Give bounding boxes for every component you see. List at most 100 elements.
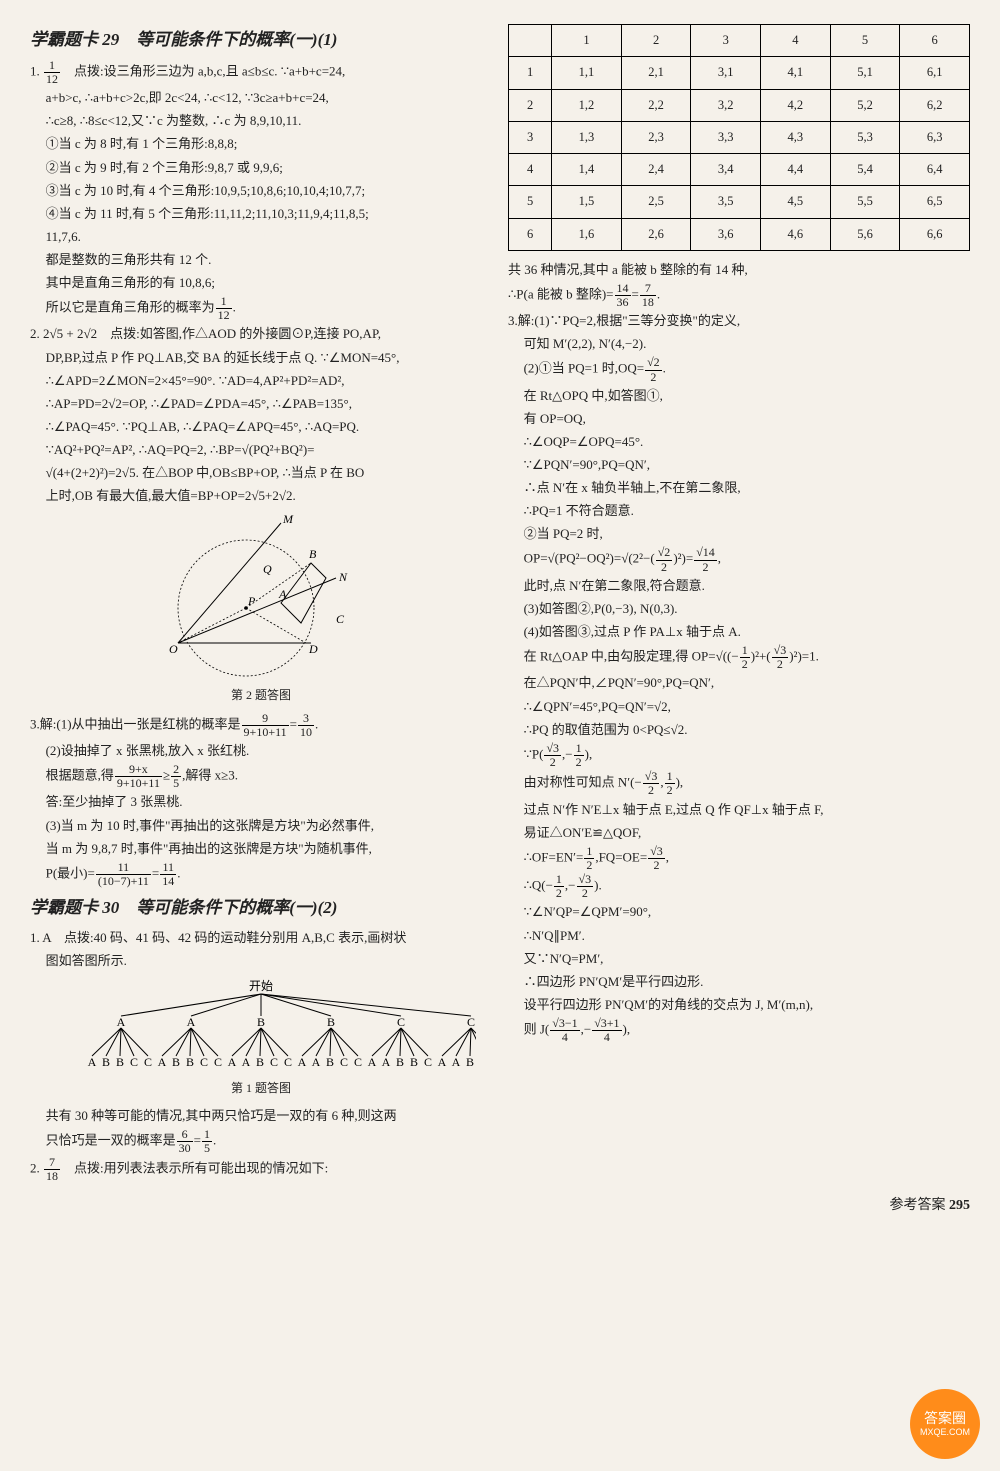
- rq3-p24: ∴Q(−12,−√32).: [508, 873, 970, 900]
- table-cell: 6,1: [900, 57, 970, 89]
- q2-caption: 第 2 题答图: [30, 685, 492, 705]
- q3-p7b: .: [177, 865, 180, 880]
- s30-q2-hint: 点拨:: [61, 1161, 104, 1176]
- table-cell: 5,4: [830, 154, 900, 186]
- watermark-logo: 答案圈 MXQE.COM: [910, 1389, 980, 1459]
- s30-eq: =: [194, 1132, 201, 1147]
- table-cell: 1,1: [552, 57, 622, 89]
- q2-l3: ∴∠APD=2∠MON=2×45°=90°. ∵AD=4,AP²+PD²=AD²…: [30, 370, 492, 392]
- q3-f7r: 1114: [160, 861, 176, 888]
- rq3-p13: (3)如答图②,P(0,−3), N(0,3).: [508, 598, 970, 620]
- rq3-p15c: )²)=1.: [789, 649, 819, 664]
- table-cell: 4,3: [761, 121, 831, 153]
- rq3-p3: (2)①当 PQ=1 时,OQ=√22.: [508, 356, 970, 383]
- svg-text:C: C: [340, 1055, 348, 1069]
- tree-caption: 第 1 题答图: [30, 1078, 492, 1098]
- svg-text:B: B: [116, 1055, 124, 1069]
- table-header-cell: 1: [552, 25, 622, 57]
- probability-table: 12345611,12,13,14,15,16,121,22,23,24,25,…: [508, 24, 970, 251]
- q1-l5: ②当 c 为 9 时,有 2 个三角形:9,8,7 或 9,9,6;: [30, 157, 492, 179]
- s30-q1-l3: 共有 30 种等可能的情况,其中两只恰巧是一双的有 6 种,则这两: [30, 1105, 492, 1127]
- table-cell: 5,5: [830, 186, 900, 218]
- table-cell: 6,4: [900, 154, 970, 186]
- table-cell: 3,2: [691, 89, 761, 121]
- svg-text:A: A: [312, 1055, 321, 1069]
- q1-hint-label: 点拨:: [61, 64, 104, 79]
- after-table-l1: 共 36 种情况,其中 a 能被 b 整除的有 14 种,: [508, 259, 970, 281]
- table-cell: 2,5: [621, 186, 691, 218]
- q1-l6: ③当 c 为 10 时,有 4 个三角形:10,9,5;10,8,6;10,10…: [30, 180, 492, 202]
- svg-text:C: C: [354, 1055, 362, 1069]
- rq3-p28: ∴四边形 PN′QM′是平行四边形.: [508, 971, 970, 993]
- svg-text:C: C: [397, 1015, 405, 1029]
- rq3-p5: 有 OP=OQ,: [508, 408, 970, 430]
- s30-q1-l4: 只恰巧是一双的概率是630=15.: [30, 1128, 492, 1155]
- table-cell: 2,1: [621, 57, 691, 89]
- after-table-l2: ∴P(a 能被 b 整除)=1436=718.: [508, 282, 970, 309]
- rq3-p23: ∴OF=EN′=12,FQ=OE=√32,: [508, 845, 970, 872]
- rq3-p11b: )²)=: [673, 551, 693, 566]
- rq3-f20a: √32: [643, 770, 660, 797]
- rq3-p3b: .: [663, 361, 666, 376]
- rq3-p4: 在 Rt△OPQ 中,如答图①,: [508, 385, 970, 407]
- q1-l10-frac: 112: [216, 295, 232, 322]
- tree-diagram: 开始 AABBCC ABBCCABBCCAABCCAABCCAABBCAABBC…: [30, 978, 492, 1098]
- q3-f1: 99+10+11: [242, 712, 289, 739]
- q3-p1a: (1)从中抽出一张是红桃的概率是: [56, 716, 240, 731]
- at-l2b: .: [657, 287, 660, 302]
- at-f1: 1436: [615, 282, 631, 309]
- section-29-title: 学霸题卡 29 等可能条件下的概率(一)(1): [30, 26, 492, 55]
- q2-l7: √(4+(2+2)²)=2√5. 在△BOP 中,OB≤BP+OP, ∴当点 P…: [30, 462, 492, 484]
- svg-text:B: B: [257, 1015, 265, 1029]
- table-cell: 4: [509, 154, 552, 186]
- q2-l6: ∵AQ²+PQ²=AP², ∴AQ=PQ=2, ∴BP=√(PQ²+BQ²)=: [30, 439, 492, 461]
- rq3-p19c: ),: [585, 746, 593, 761]
- table-cell: 1,2: [552, 89, 622, 121]
- svg-text:A: A: [88, 1055, 97, 1069]
- table-header-cell: 4: [761, 25, 831, 57]
- rq3-p29: 设平行四边形 PN′QM′的对角线的交点为 J, M′(m,n),: [508, 994, 970, 1016]
- rq3-p21: 过点 N′作 N′E⊥x 轴于点 E,过点 Q 作 QF⊥x 轴于点 F,: [508, 799, 970, 821]
- s30-q1-head: 1. A: [30, 930, 64, 945]
- q1-l4: ①当 c 为 8 时,有 1 个三角形:8,8,8;: [30, 133, 492, 155]
- svg-text:B: B: [410, 1055, 418, 1069]
- q3-p7a: P(最小)=: [46, 865, 95, 880]
- rq3-p1: (1)∵PQ=2,根据"三等分变换"的定义,: [534, 313, 740, 328]
- table-cell: 2,4: [621, 154, 691, 186]
- table-cell: 1,4: [552, 154, 622, 186]
- s30-q1-hint: 点拨:: [64, 930, 94, 945]
- rq3-f19a: √32: [544, 742, 561, 769]
- svg-text:A: A: [382, 1055, 391, 1069]
- table-header-cell: 2: [621, 25, 691, 57]
- s30-f1: 630: [177, 1128, 193, 1155]
- s30-q2-head: 2.: [30, 1161, 43, 1176]
- table-cell: 5: [509, 186, 552, 218]
- svg-text:Q: Q: [263, 562, 272, 576]
- q1-l3: ∴c≥8, ∴8≤c<12,又∵c 为整数, ∴c 为 8,9,10,11.: [30, 110, 492, 132]
- rq3-p25: ∵∠N′QP=∠QPM′=90°,: [508, 901, 970, 923]
- svg-text:C: C: [130, 1055, 138, 1069]
- logo-bottom: MXQE.COM: [920, 1427, 970, 1438]
- q1-l1: 设三角形三边为 a,b,c,且 a≤b≤c. ∵a+b+c=24,: [104, 64, 346, 79]
- rq3-p24c: ).: [594, 878, 602, 893]
- rq3-p2: 可知 M′(2,2), N′(4,−2).: [508, 333, 970, 355]
- svg-text:A: A: [158, 1055, 167, 1069]
- rq3-p14: (4)如答图③,过点 P 作 PA⊥x 轴于点 A.: [508, 621, 970, 643]
- q3-p4: 答:至少抽掉了 3 张黑桃.: [30, 791, 492, 813]
- rq3-p20a: 由对称性可知点 N′(−: [524, 775, 642, 790]
- q1-l10: 所以它是直角三角形的概率为112.: [30, 295, 492, 322]
- rq3-f30a: √3−14: [550, 1017, 579, 1044]
- rq3-f24b: √32: [577, 873, 594, 900]
- rq3-p18: ∴PQ 的取值范围为 0<PQ≤√2.: [508, 719, 970, 741]
- q1-l2: a+b>c, ∴a+b+c>2c,即 2c<24, ∴c<12, ∵3c≥a+b…: [30, 87, 492, 109]
- table-cell: 3,3: [691, 121, 761, 153]
- svg-text:B: B: [186, 1055, 194, 1069]
- q3-p3a: 根据题意,得: [46, 768, 114, 783]
- q3-head: 3.解:: [30, 716, 56, 731]
- rq3-p15b: )²+(: [751, 649, 771, 664]
- s30-q1-l4b: .: [213, 1132, 216, 1147]
- q3-p1b: .: [315, 716, 318, 731]
- rq3-f20b: 12: [665, 770, 675, 797]
- rq3-p19: ∵P(√32,−12),: [508, 742, 970, 769]
- r-q3: 3.解:(1)∵PQ=2,根据"三等分变换"的定义,: [508, 310, 970, 332]
